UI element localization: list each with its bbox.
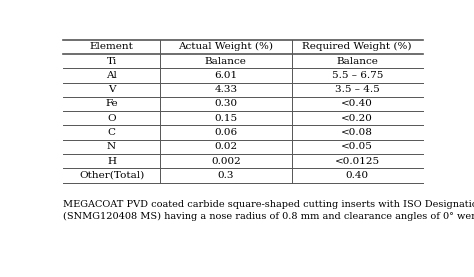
Text: 0.06: 0.06: [214, 128, 237, 137]
Text: 0.30: 0.30: [214, 99, 237, 109]
Text: C: C: [108, 128, 116, 137]
Text: 0.40: 0.40: [346, 171, 369, 180]
Text: <0.40: <0.40: [341, 99, 373, 109]
Text: <0.05: <0.05: [341, 142, 373, 151]
Text: Fe: Fe: [105, 99, 118, 109]
Text: 3.5 – 4.5: 3.5 – 4.5: [335, 85, 380, 94]
Text: <0.0125: <0.0125: [335, 157, 380, 166]
Text: 0.15: 0.15: [214, 114, 237, 123]
Text: Balance: Balance: [205, 57, 247, 66]
Text: Ti: Ti: [106, 57, 117, 66]
Text: 0.002: 0.002: [211, 157, 241, 166]
Text: V: V: [108, 85, 115, 94]
Text: 0.3: 0.3: [218, 171, 234, 180]
Text: Al: Al: [106, 71, 117, 80]
Text: <0.08: <0.08: [341, 128, 373, 137]
Text: <0.20: <0.20: [341, 114, 373, 123]
Text: 5.5 – 6.75: 5.5 – 6.75: [331, 71, 383, 80]
Text: Balance: Balance: [336, 57, 378, 66]
Text: Other(Total): Other(Total): [79, 171, 144, 180]
Text: Required Weight (%): Required Weight (%): [302, 42, 412, 51]
Text: 4.33: 4.33: [214, 85, 237, 94]
Text: O: O: [107, 114, 116, 123]
Text: 0.02: 0.02: [214, 142, 237, 151]
Text: 6.01: 6.01: [214, 71, 237, 80]
Text: Element: Element: [90, 42, 134, 51]
Text: H: H: [107, 157, 116, 166]
Text: MEGACOAT PVD coated carbide square-shaped cutting inserts with ISO Designation
(: MEGACOAT PVD coated carbide square-shape…: [63, 200, 474, 221]
Text: Actual Weight (%): Actual Weight (%): [178, 42, 273, 51]
Text: N: N: [107, 142, 116, 151]
